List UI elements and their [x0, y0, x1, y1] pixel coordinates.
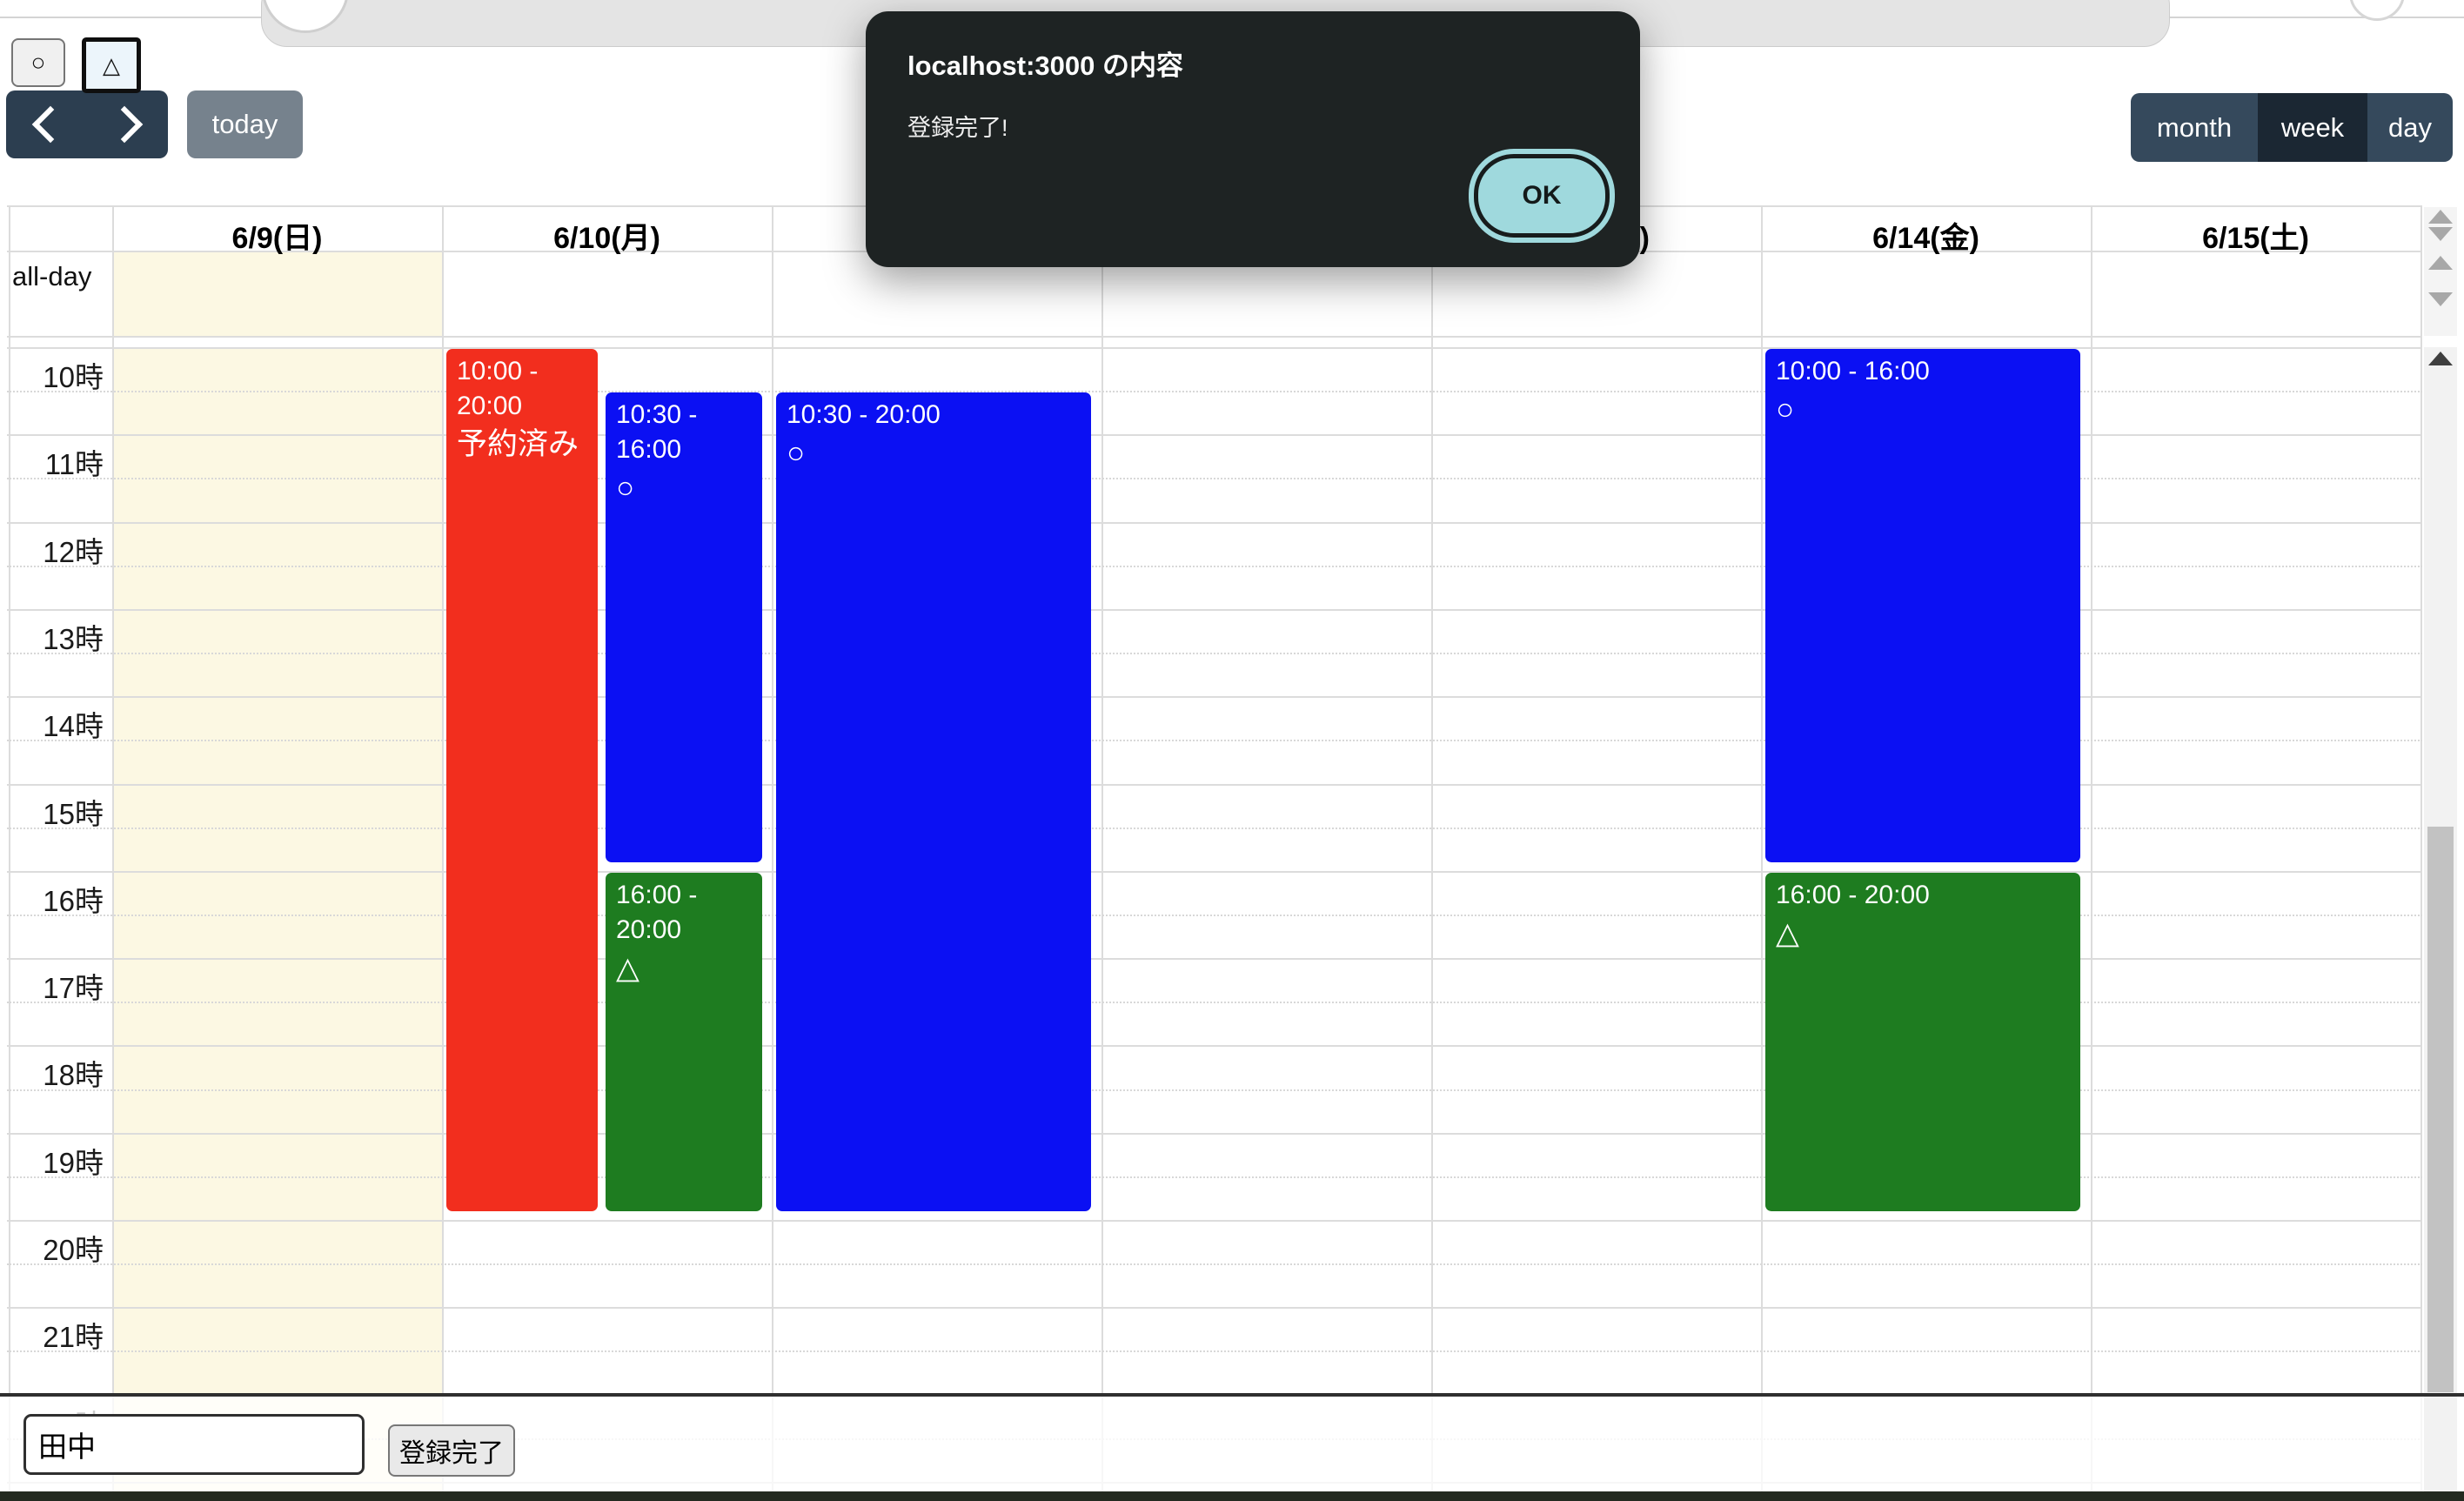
- hour-axis-label: 21時: [43, 1321, 104, 1354]
- half-hour-line: [7, 1350, 2422, 1353]
- grid-hline: [7, 336, 2422, 338]
- scroll-down-arrow-icon[interactable]: [2428, 292, 2453, 306]
- half-hour-line: [7, 565, 2422, 567]
- circle-symbol-button[interactable]: ○: [11, 38, 65, 87]
- hour-axis-label: 17時: [43, 972, 104, 1005]
- scroll-down-arrow-icon[interactable]: [2428, 227, 2453, 241]
- event[interactable]: 10:00 - 16:00 ○: [1765, 349, 2080, 862]
- main-scrollbar-thumb[interactable]: [2427, 827, 2454, 1392]
- event-title: ○: [616, 471, 635, 506]
- name-input[interactable]: [23, 1414, 365, 1475]
- hour-line: [7, 1220, 2422, 1222]
- hour-axis-label: 11時: [44, 448, 104, 481]
- hour-axis-label: 12時: [43, 535, 104, 568]
- hour-line: [7, 958, 2422, 961]
- hour-line: [7, 608, 2422, 611]
- half-hour-line: [7, 740, 2422, 742]
- view-switcher: month week day: [2131, 93, 2453, 162]
- today-allday-cell[interactable]: [114, 252, 442, 336]
- half-hour-line: [7, 914, 2422, 916]
- chevron-left-icon: [31, 105, 69, 144]
- dialog-message: 登録完了!: [907, 115, 1008, 141]
- grid-vline: [442, 205, 444, 1491]
- event[interactable]: 10:30 - 16:00 ○: [606, 392, 762, 862]
- hour-line: [7, 521, 2422, 524]
- today-column-highlight: [114, 347, 442, 1491]
- grid-vline: [772, 205, 773, 1491]
- grid-vline: [2420, 205, 2422, 1491]
- event-title: ○: [1776, 392, 1795, 426]
- bottom-bar: [0, 1491, 2464, 1501]
- chevron-right-icon: [105, 105, 143, 144]
- calendar-bottom-border: [0, 1393, 2464, 1397]
- half-hour-line: [7, 1002, 2422, 1004]
- event-time: 10:00 - 16:00: [1776, 357, 1930, 385]
- hour-axis-label: 14時: [43, 710, 104, 743]
- day-header: 6/14(金): [1872, 222, 1979, 255]
- half-hour-line: [7, 1263, 2422, 1266]
- dialog-title: localhost:3000 の内容: [907, 50, 1183, 81]
- ok-button[interactable]: OK: [1474, 154, 1610, 238]
- grid-vline: [112, 205, 114, 1491]
- today-button[interactable]: today: [187, 90, 303, 158]
- hour-line: [7, 870, 2422, 873]
- day-header: 6/9(日): [231, 222, 323, 255]
- hour-line: [7, 783, 2422, 786]
- day-header: 6/10(月): [553, 222, 660, 255]
- event[interactable]: 10:30 - 20:00 ○: [776, 392, 1091, 1211]
- hour-line: [7, 1045, 2422, 1048]
- bottom-form-overlay: [7, 1397, 2422, 1492]
- grid-vline: [9, 205, 10, 1491]
- hour-line: [7, 1132, 2422, 1135]
- hour-axis-label: 19時: [43, 1146, 104, 1179]
- event-time: 16:00 - 20:00: [1776, 880, 1930, 909]
- hour-axis-label: 16時: [43, 884, 104, 917]
- hour-axis-label: 20時: [43, 1234, 104, 1266]
- half-hour-line: [7, 653, 2422, 655]
- event-title: △: [616, 950, 639, 985]
- calendar-nav-group: [6, 90, 168, 158]
- half-hour-line: [7, 391, 2422, 393]
- hour-line: [7, 1307, 2422, 1310]
- event-time: 10:30 - 20:00: [787, 400, 941, 430]
- browser-alert-dialog: localhost:3000 の内容 登録完了! OK: [866, 11, 1640, 267]
- event-time: 16:00 - 20:00: [616, 880, 698, 944]
- event-time: 10:30 - 16:00: [616, 400, 698, 465]
- hour-line: [7, 347, 2422, 349]
- grid-vline: [2091, 205, 2092, 1491]
- event-title: ○: [787, 436, 806, 471]
- event[interactable]: 10:00 - 20:00 予約済み: [446, 349, 598, 1211]
- view-button-day[interactable]: day: [2367, 93, 2453, 162]
- scroll-up-arrow-icon[interactable]: [2428, 352, 2453, 365]
- grid-vline: [1431, 205, 1433, 1491]
- half-hour-line: [7, 827, 2422, 829]
- half-hour-line: [7, 478, 2422, 480]
- event-title: △: [1776, 915, 1799, 950]
- allday-axis-label: all-day: [12, 261, 92, 291]
- prev-button[interactable]: [6, 90, 87, 158]
- half-hour-line: [7, 1089, 2422, 1091]
- view-button-week[interactable]: week: [2258, 93, 2367, 162]
- event-title: 予約済み: [457, 427, 579, 461]
- register-complete-button[interactable]: 登録完了: [388, 1424, 515, 1477]
- scroll-up-arrow-icon[interactable]: [2428, 210, 2453, 224]
- hour-axis-label: 10時: [43, 361, 104, 393]
- event-time: 10:00 - 20:00: [457, 357, 539, 420]
- hour-line: [7, 434, 2422, 437]
- event[interactable]: 16:00 - 20:00 △: [606, 872, 762, 1211]
- hour-axis-label: 18時: [43, 1059, 104, 1092]
- scroll-up-arrow-icon[interactable]: [2428, 256, 2453, 270]
- half-hour-line: [7, 1176, 2422, 1178]
- day-header: 6/15(土): [2202, 222, 2309, 255]
- grid-vline: [1101, 205, 1103, 1491]
- grid-vline: [1761, 205, 1763, 1491]
- hour-axis-label: 13時: [43, 622, 104, 655]
- hour-axis-label: 15時: [43, 797, 104, 830]
- triangle-symbol-button[interactable]: △: [82, 37, 141, 93]
- view-button-month[interactable]: month: [2131, 93, 2258, 162]
- event[interactable]: 16:00 - 20:00 △: [1765, 872, 2080, 1211]
- hour-line: [7, 696, 2422, 699]
- next-button[interactable]: [87, 90, 168, 158]
